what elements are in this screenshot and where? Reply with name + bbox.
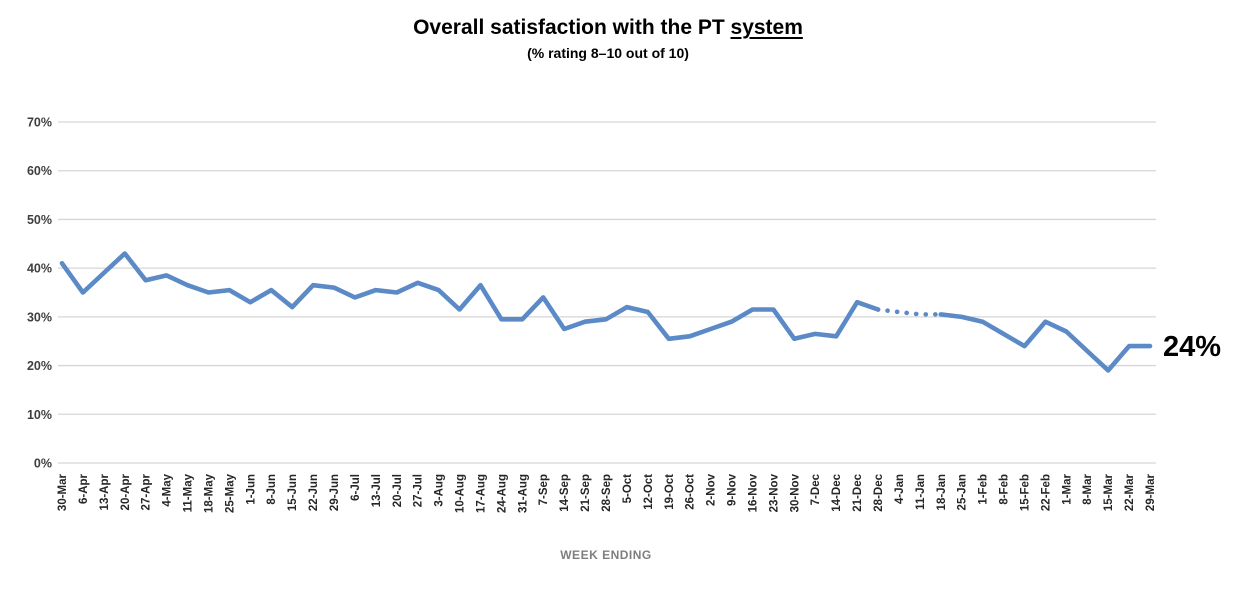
x-tick-label: 8-Feb	[999, 474, 1011, 505]
chart-title-underlined-text: system	[730, 16, 803, 39]
x-tick-label: 1-Feb	[978, 474, 990, 505]
y-tick-label: 60%	[27, 164, 52, 178]
x-tick-label: 22-Jun	[308, 474, 320, 511]
x-tick-label: 5-Oct	[622, 474, 634, 504]
x-tick-label: 22-Mar	[1124, 473, 1136, 511]
x-tick-label: 28-Dec	[873, 473, 885, 511]
x-tick-label: 17-Aug	[475, 474, 487, 513]
x-tick-label: 7-Dec	[810, 473, 822, 505]
x-tick-label: 14-Sep	[559, 474, 571, 512]
x-tick-label: 4-May	[162, 473, 174, 506]
x-tick-label: 14-Dec	[831, 473, 843, 511]
chart-subtitle: (% rating 8–10 out of 10)	[527, 45, 689, 61]
x-tick-label: 29-Mar	[1145, 473, 1157, 511]
x-tick-label: 15-Jun	[287, 474, 299, 511]
x-tick-label: 2-Nov	[706, 473, 718, 506]
x-tick-label: 11-Jan	[915, 474, 927, 510]
x-tick-label: 24-Aug	[496, 474, 508, 513]
chart-title: Overall satisfaction with the PT system	[0, 16, 1216, 40]
x-tick-label: 15-Feb	[1019, 474, 1031, 511]
y-tick-label: 0%	[34, 457, 52, 471]
x-axis-title: WEEK ENDING	[560, 548, 652, 562]
x-tick-label: 3-Aug	[434, 474, 446, 507]
x-tick-label: 20-Apr	[120, 473, 132, 510]
x-tick-label: 27-Apr	[141, 473, 153, 510]
y-tick-label: 70%	[27, 116, 52, 130]
x-tick-label: 21-Dec	[852, 473, 864, 511]
series-end-value-label: 24%	[1163, 331, 1221, 363]
x-tick-label: 16-Nov	[747, 473, 759, 512]
x-tick-label: 28-Sep	[601, 474, 613, 512]
x-tick-label: 18-Jan	[936, 474, 948, 510]
x-tick-label: 6-Apr	[78, 473, 90, 504]
x-tick-label: 30-Mar	[57, 473, 69, 511]
series-line-solid	[938, 312, 1153, 373]
x-tick-label: 20-Jul	[392, 474, 404, 507]
x-tick-label: 27-Jul	[413, 474, 425, 507]
x-tick-label: 6-Jul	[350, 474, 362, 501]
x-tick-label: 8-Jun	[266, 474, 278, 505]
x-tick-label: 13-Jul	[371, 474, 383, 507]
x-tick-label: 23-Nov	[768, 473, 780, 512]
x-tick-label: 8-Mar	[1082, 473, 1094, 504]
x-tick-label: 13-Apr	[99, 473, 111, 510]
y-tick-label: 40%	[27, 262, 52, 276]
x-tick-label: 4-Jan	[894, 474, 906, 504]
x-tick-label: 15-Mar	[1103, 473, 1115, 511]
x-tick-label: 26-Oct	[685, 474, 697, 510]
y-tick-label: 10%	[27, 408, 52, 422]
x-tick-label: 25-Jan	[957, 474, 969, 510]
x-tick-label: 9-Nov	[727, 473, 739, 506]
x-tick-label: 18-May	[203, 473, 215, 513]
series-line-dotted	[875, 307, 944, 317]
y-tick-label: 50%	[27, 213, 52, 227]
x-tick-label: 12-Oct	[643, 474, 655, 510]
x-tick-label: 21-Sep	[580, 474, 592, 512]
x-tick-label: 31-Aug	[517, 474, 529, 513]
chart-title-text: Overall satisfaction with the PT	[413, 16, 731, 39]
x-tick-label: 30-Nov	[789, 473, 801, 512]
y-tick-label: 20%	[27, 359, 52, 373]
y-tick-label: 30%	[27, 310, 52, 324]
x-tick-label: 19-Oct	[664, 474, 676, 510]
x-tick-label: 25-May	[224, 473, 236, 513]
x-tick-label: 11-May	[183, 473, 195, 512]
x-tick-label: 1-Mar	[1061, 473, 1073, 504]
x-tick-label: 10-Aug	[455, 474, 467, 513]
x-tick-label: 1-Jun	[245, 474, 257, 505]
series-line-solid	[59, 251, 881, 342]
x-tick-label: 22-Feb	[1040, 474, 1052, 511]
x-tick-label: 29-Jun	[329, 474, 341, 511]
x-tick-label: 7-Sep	[538, 474, 550, 505]
